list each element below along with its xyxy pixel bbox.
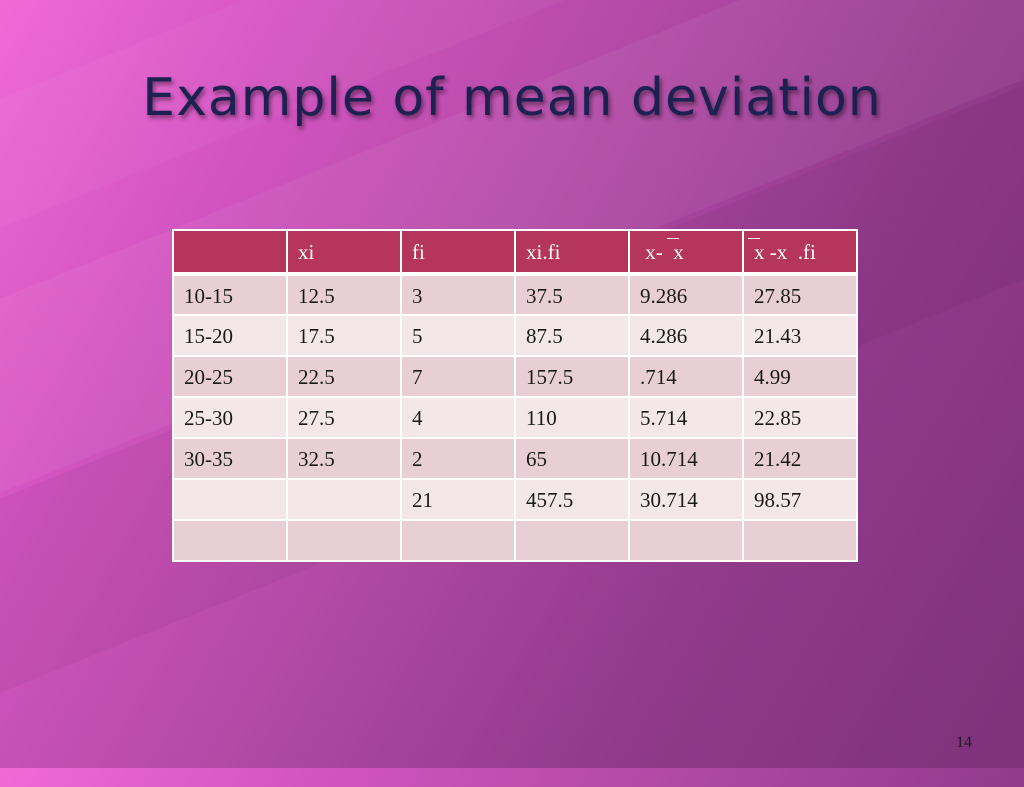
table-cell: 12.5 (286, 273, 402, 316)
table-cell: 9.286 (628, 273, 744, 316)
table-cell: 110 (514, 396, 630, 439)
table-cell: 10-15 (172, 273, 288, 316)
header-deviation-part-b: x (667, 238, 684, 264)
table-cell: 30-35 (172, 437, 288, 480)
table-cell (400, 519, 516, 562)
table-cell: 10.714 (628, 437, 744, 480)
table-row-totals: 21 457.5 30.714 98.57 (172, 478, 858, 521)
table-cell: 4.99 (742, 355, 858, 398)
table-cell: 21.43 (742, 314, 858, 357)
table-cell: 21.42 (742, 437, 858, 480)
header-class-interval (172, 229, 288, 275)
header-deviation-part-a: x- (645, 240, 663, 264)
table-cell (172, 478, 288, 521)
header-xi: xi (286, 229, 402, 275)
header-fi: fi (400, 229, 516, 275)
table-cell: 65 (514, 437, 630, 480)
header-deviation-fi-part-a: x -x (747, 238, 788, 264)
table-cell: 17.5 (286, 314, 402, 357)
table-cell (514, 519, 630, 562)
table-cell (742, 519, 858, 562)
table-row: 10-15 12.5 3 37.5 9.286 27.85 (172, 273, 858, 316)
table-cell: 4 (400, 396, 516, 439)
table-cell: 5.714 (628, 396, 744, 439)
table-row: 15-20 17.5 5 87.5 4.286 21.43 (172, 314, 858, 357)
mean-deviation-table: xi fi xi.fi x- x x -x .fi 10-15 12.5 3 3… (172, 229, 858, 562)
table-cell: 25-30 (172, 396, 288, 439)
table-cell: 7 (400, 355, 516, 398)
header-deviation: x- x (628, 229, 744, 275)
table-cell: 27.5 (286, 396, 402, 439)
table-cell: 5 (400, 314, 516, 357)
table-cell: 30.714 (628, 478, 744, 521)
table-cell: 32.5 (286, 437, 402, 480)
table-cell: 15-20 (172, 314, 288, 357)
table-row-empty (172, 519, 858, 562)
table-header-row: xi fi xi.fi x- x x -x .fi (172, 229, 858, 275)
table-cell: 157.5 (514, 355, 630, 398)
table-row: 25-30 27.5 4 110 5.714 22.85 (172, 396, 858, 439)
header-deviation-times-fi: x -x .fi (742, 229, 858, 275)
table-cell: 20-25 (172, 355, 288, 398)
table-cell: 37.5 (514, 273, 630, 316)
slide-title: Example of mean deviation (142, 68, 882, 128)
table-cell: 21 (400, 478, 516, 521)
table-cell: 27.85 (742, 273, 858, 316)
table-cell (172, 519, 288, 562)
table-cell: 87.5 (514, 314, 630, 357)
table-cell (286, 519, 402, 562)
header-xi-fi: xi.fi (514, 229, 630, 275)
table-cell: 4.286 (628, 314, 744, 357)
table-cell: 457.5 (514, 478, 630, 521)
table-cell: 2 (400, 437, 516, 480)
header-deviation-fi-part-b: .fi (797, 240, 816, 264)
table-cell: .714 (628, 355, 744, 398)
table-row: 30-35 32.5 2 65 10.714 21.42 (172, 437, 858, 480)
table-cell (628, 519, 744, 562)
table-cell: 22.85 (742, 396, 858, 439)
table-cell: 98.57 (742, 478, 858, 521)
table-row: 20-25 22.5 7 157.5 .714 4.99 (172, 355, 858, 398)
table-cell: 3 (400, 273, 516, 316)
slide-number: 14 (956, 734, 972, 751)
table-cell (286, 478, 402, 521)
table-cell: 22.5 (286, 355, 402, 398)
